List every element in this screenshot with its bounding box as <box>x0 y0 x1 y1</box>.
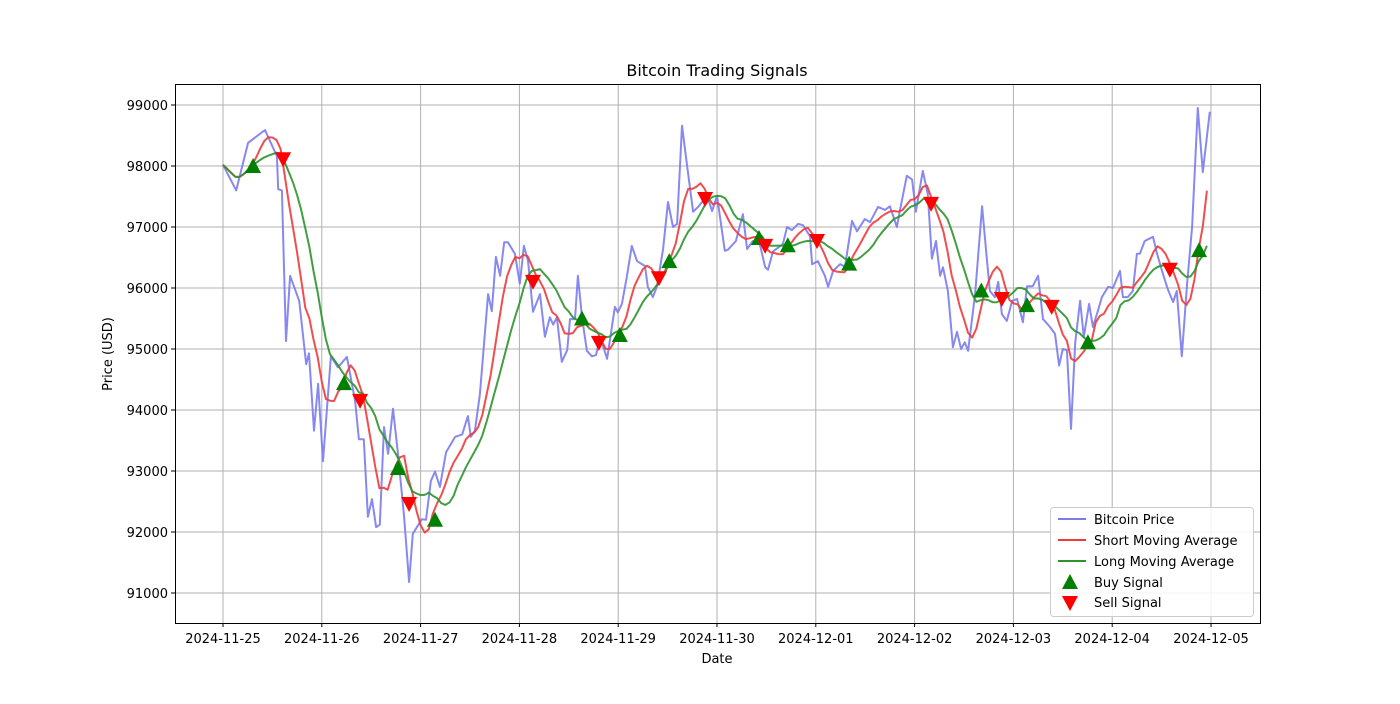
y-tick-label: 91000 <box>127 587 168 602</box>
legend-sell-marker <box>1062 596 1078 611</box>
buy-signal-marker <box>841 255 858 271</box>
legend-buy-label: Buy Signal <box>1094 576 1163 591</box>
x-tick-label: 2024-12-04 <box>1074 632 1150 647</box>
x-tick-label: 2024-11-26 <box>284 632 360 647</box>
x-axis-label: Date <box>701 652 732 667</box>
legend-box <box>1050 507 1254 617</box>
sell-signal-marker <box>1043 299 1060 315</box>
x-tick-label: 2024-12-02 <box>877 632 953 647</box>
sell-signal-marker <box>352 393 369 409</box>
long-moving-average-line <box>222 151 1208 506</box>
y-tick-label: 93000 <box>127 465 168 480</box>
buy-signal-marker <box>427 511 444 527</box>
x-tick-label: 2024-11-28 <box>482 632 558 647</box>
short-moving-average-line <box>222 136 1208 534</box>
x-tick-label: 2024-11-29 <box>580 632 656 647</box>
x-tick-label: 2024-11-25 <box>185 632 261 647</box>
buy-signal-marker <box>389 459 406 475</box>
y-tick-label: 96000 <box>127 282 168 297</box>
buy-signal-marker <box>1191 242 1208 258</box>
legend-price-label: Bitcoin Price <box>1094 513 1174 528</box>
sell-signal-marker <box>923 196 940 212</box>
buy-signal-marker <box>1079 334 1096 350</box>
legend-short-ma-label: Short Moving Average <box>1094 534 1238 549</box>
buy-signal-marker <box>1018 297 1035 313</box>
series-layer <box>222 107 1211 583</box>
sell-signal-marker <box>697 191 714 207</box>
markers-layer <box>245 152 1208 527</box>
legend-long-ma-label: Long Moving Average <box>1094 555 1234 570</box>
y-axis-label: Price (USD) <box>101 317 116 391</box>
sell-signal-marker <box>993 291 1010 307</box>
sell-signal-marker <box>1161 262 1178 278</box>
bitcoin-price-line <box>222 107 1211 583</box>
buy-signal-marker <box>611 326 628 342</box>
chart-title: Bitcoin Trading Signals <box>626 61 807 80</box>
y-tick-label: 98000 <box>127 160 168 175</box>
y-tick-label: 97000 <box>127 221 168 236</box>
sell-signal-marker <box>757 238 774 254</box>
x-tick-label: 2024-12-03 <box>976 632 1052 647</box>
plot-frame <box>175 84 1261 624</box>
buy-signal-marker <box>779 237 796 253</box>
sell-signal-marker <box>524 274 541 290</box>
buy-signal-marker <box>661 253 678 269</box>
y-tick-label: 95000 <box>127 343 168 358</box>
sell-signal-marker <box>809 234 826 250</box>
x-tick-label: 2024-12-05 <box>1173 632 1249 647</box>
y-tick-label: 94000 <box>127 404 168 419</box>
y-tick-label: 92000 <box>127 526 168 541</box>
sell-signal-marker <box>275 152 292 168</box>
x-tick-label: 2024-11-27 <box>383 632 459 647</box>
y-tick-label: 99000 <box>127 99 168 114</box>
x-tick-label: 2024-11-30 <box>679 632 755 647</box>
sell-signal-marker <box>401 496 418 512</box>
sell-signal-marker <box>590 335 607 351</box>
buy-signal-marker <box>973 282 990 298</box>
legend-sell-label: Sell Signal <box>1094 596 1162 611</box>
buy-signal-marker <box>573 310 590 326</box>
y-axis-ticks: 91000 92000 93000 94000 95000 96000 97000 98000… <box>127 99 175 602</box>
x-tick-label: 2024-12-01 <box>778 632 854 647</box>
buy-signal-marker <box>245 158 262 173</box>
legend: Bitcoin Price Short Moving Average Long … <box>1050 507 1254 617</box>
legend-buy-marker <box>1062 574 1078 589</box>
sell-signal-marker <box>650 271 667 287</box>
x-axis-ticks: 2024-11-25 2024-11-26 2024-11-27 2024-11-28… <box>185 623 1249 647</box>
buy-signal-marker <box>336 375 353 391</box>
